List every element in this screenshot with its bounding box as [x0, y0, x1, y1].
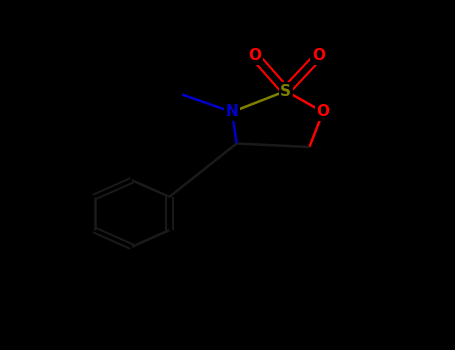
Text: S: S — [280, 84, 291, 98]
Text: O: O — [248, 49, 261, 63]
Text: O: O — [312, 49, 325, 63]
Text: N: N — [226, 105, 238, 119]
Text: O: O — [317, 105, 329, 119]
